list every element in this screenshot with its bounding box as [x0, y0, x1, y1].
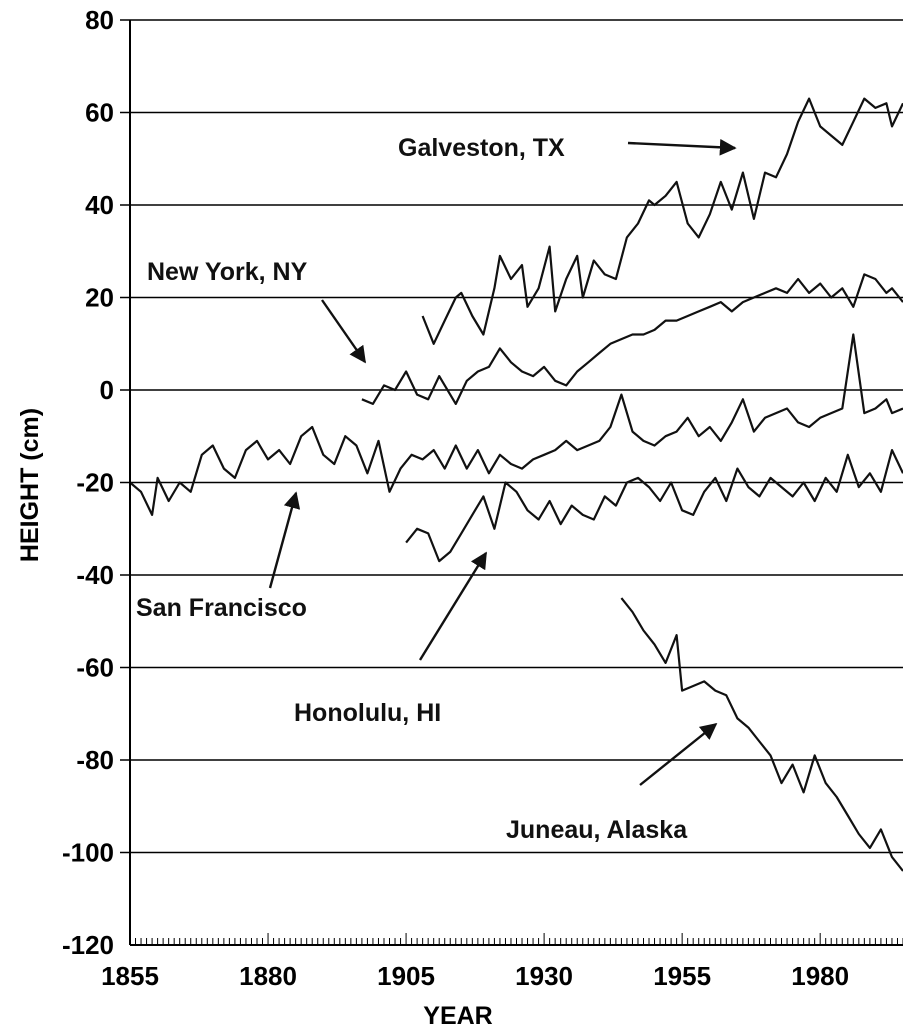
y-tick-label: -120 [62, 930, 114, 960]
x-tick-label: 1880 [239, 961, 297, 991]
x-tick-labels: 1855 1880 1905 1930 1955 1980 [101, 961, 849, 991]
x-axis-title: YEAR [423, 1002, 492, 1030]
y-axis-title: HEIGHT (cm) [16, 408, 44, 562]
annotation-new-york: New York, NY [147, 258, 308, 286]
series-line-galveston-tx [421, 97, 903, 345]
series-line-new-york-ny [361, 273, 903, 405]
x-minor-ticks [129, 933, 903, 945]
gridlines [120, 19, 903, 854]
y-tick-label: -80 [76, 745, 114, 775]
x-tick-label: 1855 [101, 961, 159, 991]
x-tick-label: 1980 [791, 961, 849, 991]
y-tick-label: -40 [76, 560, 114, 590]
x-tick-label: 1905 [377, 961, 435, 991]
y-tick-label: 60 [85, 98, 114, 128]
arrow-galveston [627, 138, 737, 156]
y-tick-labels: -120 -100 -80 -60 -40 -20 0 20 40 60 80 [62, 5, 114, 960]
arrow-honolulu [418, 551, 488, 661]
y-tick-label: 40 [85, 190, 114, 220]
x-tick-label: 1955 [653, 961, 711, 991]
y-tick-label: -60 [76, 653, 114, 683]
annotation-galveston: Galveston, TX [398, 134, 565, 162]
y-tick-label: -20 [76, 468, 114, 498]
annotation-juneau: Juneau, Alaska [506, 816, 688, 844]
arrow-san-francisco [268, 491, 301, 589]
annotation-honolulu: Honolulu, HI [294, 699, 441, 727]
y-tick-label: 0 [100, 375, 114, 405]
series-line-san-francisco [129, 333, 903, 517]
annotation-san-francisco: San Francisco [136, 594, 307, 622]
y-tick-label: 20 [85, 283, 114, 313]
series-line-honolulu-hi [405, 449, 903, 563]
y-tick-label: -100 [62, 838, 114, 868]
arrow-juneau [639, 722, 718, 786]
x-tick-label: 1930 [515, 961, 573, 991]
series-lines [129, 97, 903, 872]
y-tick-label: 80 [85, 5, 114, 35]
series-line-juneau-alaska [620, 597, 903, 872]
arrow-new-york [321, 299, 366, 364]
